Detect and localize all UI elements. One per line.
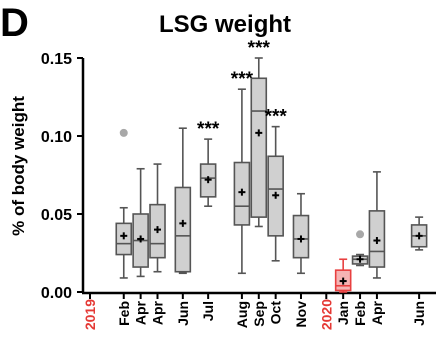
x-tick-label: Aug (234, 301, 250, 328)
x-tick-label: Oct (268, 301, 284, 325)
chart-title: LSG weight (159, 11, 291, 38)
x-tick-label: Jun (175, 301, 191, 326)
y-tick-label: 0.10 (41, 129, 72, 146)
x-tick-label: Feb (352, 301, 368, 326)
y-tick-label: 0.15 (41, 51, 72, 68)
x-tick-label: Nov (293, 301, 309, 328)
x-tick-label: Apr (150, 300, 166, 325)
x-tick-label: Apr (369, 300, 385, 325)
significance-marker: *** (248, 38, 271, 59)
y-tick-label: 0.05 (41, 207, 72, 224)
x-tick-label: Jun (411, 301, 427, 326)
x-tick-label: Sep (251, 301, 267, 327)
x-tick-label: Jul (200, 301, 216, 321)
significance-marker: *** (231, 69, 254, 90)
year-label: 2019 (82, 299, 98, 330)
y-axis-label: % of body weight (9, 96, 28, 236)
significance-marker: *** (197, 119, 220, 140)
outlier-point (356, 230, 365, 239)
y-tick-label: 0.00 (41, 285, 72, 302)
panel-letter: D (0, 1, 29, 45)
x-tick-label: Jan (335, 301, 351, 325)
significance-marker: *** (265, 107, 288, 128)
x-tick-label: Feb (116, 301, 132, 326)
outlier-point (119, 128, 128, 137)
year-label: 2020 (318, 299, 334, 330)
box (174, 186, 192, 273)
x-tick-label: Apr (133, 300, 149, 325)
box (250, 77, 268, 218)
